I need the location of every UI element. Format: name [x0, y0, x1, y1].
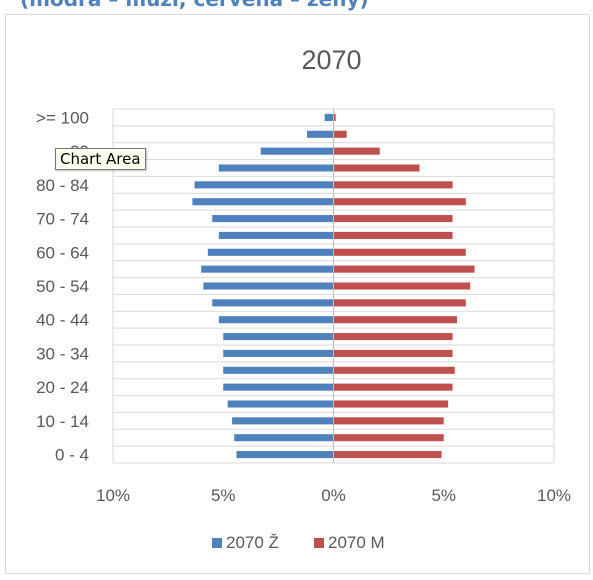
bar-zeny[interactable]: [223, 366, 334, 374]
bar-muzi[interactable]: [333, 333, 453, 341]
population-pyramid-chart[interactable]: 2070 0 - 4 10 - 14 20 - 24 30 - 34 40 - 44 50 …: [6, 15, 589, 573]
y-tick-label: 50 - 54: [36, 277, 89, 296]
chart-area[interactable]: 2070 0 - 4 10 - 14 20 - 24 30 - 34 40 - 44 50 …: [5, 14, 590, 574]
x-tick-label: 10%: [537, 486, 571, 505]
legend-swatch-muzi: [314, 538, 324, 548]
bar-muzi[interactable]: [333, 282, 471, 290]
legend-label-zeny: 2070 Ž: [226, 533, 279, 552]
bar-zeny[interactable]: [223, 383, 334, 391]
y-tick-label: 10 - 14: [36, 412, 89, 431]
bar-zeny[interactable]: [232, 417, 334, 425]
bar-zeny[interactable]: [194, 181, 334, 189]
y-tick-label: >= 100: [36, 108, 89, 127]
bar-muzi[interactable]: [333, 299, 466, 307]
chart-title: 2070: [301, 45, 361, 75]
y-tick-label: 20 - 24: [36, 378, 89, 397]
bar-zeny[interactable]: [236, 451, 334, 459]
bar-zeny[interactable]: [203, 282, 334, 290]
bar-zeny[interactable]: [212, 215, 334, 223]
bar-muzi[interactable]: [333, 265, 475, 273]
bar-zeny[interactable]: [223, 349, 334, 357]
bar-zeny[interactable]: [307, 130, 334, 138]
bar-zeny[interactable]: [324, 113, 334, 121]
bar-muzi[interactable]: [333, 400, 449, 408]
x-tick-label: 5%: [211, 486, 236, 505]
bar-zeny[interactable]: [218, 231, 334, 239]
bar-zeny[interactable]: [218, 164, 334, 172]
bar-muzi[interactable]: [333, 147, 380, 155]
bar-zeny[interactable]: [201, 265, 334, 273]
bar-muzi[interactable]: [333, 248, 466, 256]
y-tick-label: 60 - 64: [36, 243, 89, 262]
y-tick-label: 0 - 4: [55, 446, 89, 465]
bar-muzi[interactable]: [333, 383, 453, 391]
legend-swatch-zeny: [212, 538, 222, 548]
legend-label-muzi: 2070 M: [328, 533, 385, 552]
bar-muzi[interactable]: [333, 231, 453, 239]
bar-muzi[interactable]: [333, 316, 457, 324]
y-tick-label: 70 - 74: [36, 210, 89, 229]
bar-zeny[interactable]: [223, 333, 334, 341]
x-tick-label: 10%: [96, 486, 130, 505]
bar-zeny[interactable]: [192, 198, 334, 206]
y-tick-label: 30 - 34: [36, 344, 89, 363]
bar-muzi[interactable]: [333, 215, 453, 223]
x-tick-label: 0%: [321, 486, 346, 505]
bar-zeny[interactable]: [218, 316, 334, 324]
bar-muzi[interactable]: [333, 451, 442, 459]
bar-zeny[interactable]: [207, 248, 334, 256]
bar-zeny[interactable]: [212, 299, 334, 307]
chart-area-tooltip: Chart Area: [55, 148, 146, 170]
bar-muzi[interactable]: [333, 181, 453, 189]
y-tick-label: 80 - 84: [36, 176, 89, 195]
bar-zeny[interactable]: [227, 400, 334, 408]
bar-muzi[interactable]: [333, 349, 453, 357]
page-heading: (modrá – muži, červená – ženy): [20, 0, 369, 11]
bar-muzi[interactable]: [333, 113, 336, 121]
x-tick-label: 5%: [431, 486, 456, 505]
bar-muzi[interactable]: [333, 130, 347, 138]
bar-muzi[interactable]: [333, 164, 420, 172]
bar-muzi[interactable]: [333, 417, 444, 425]
bar-muzi[interactable]: [333, 198, 466, 206]
bar-zeny[interactable]: [260, 147, 334, 155]
bar-muzi[interactable]: [333, 434, 444, 442]
y-tick-label: 40 - 44: [36, 311, 89, 330]
bar-muzi[interactable]: [333, 366, 455, 374]
bar-zeny[interactable]: [234, 434, 334, 442]
